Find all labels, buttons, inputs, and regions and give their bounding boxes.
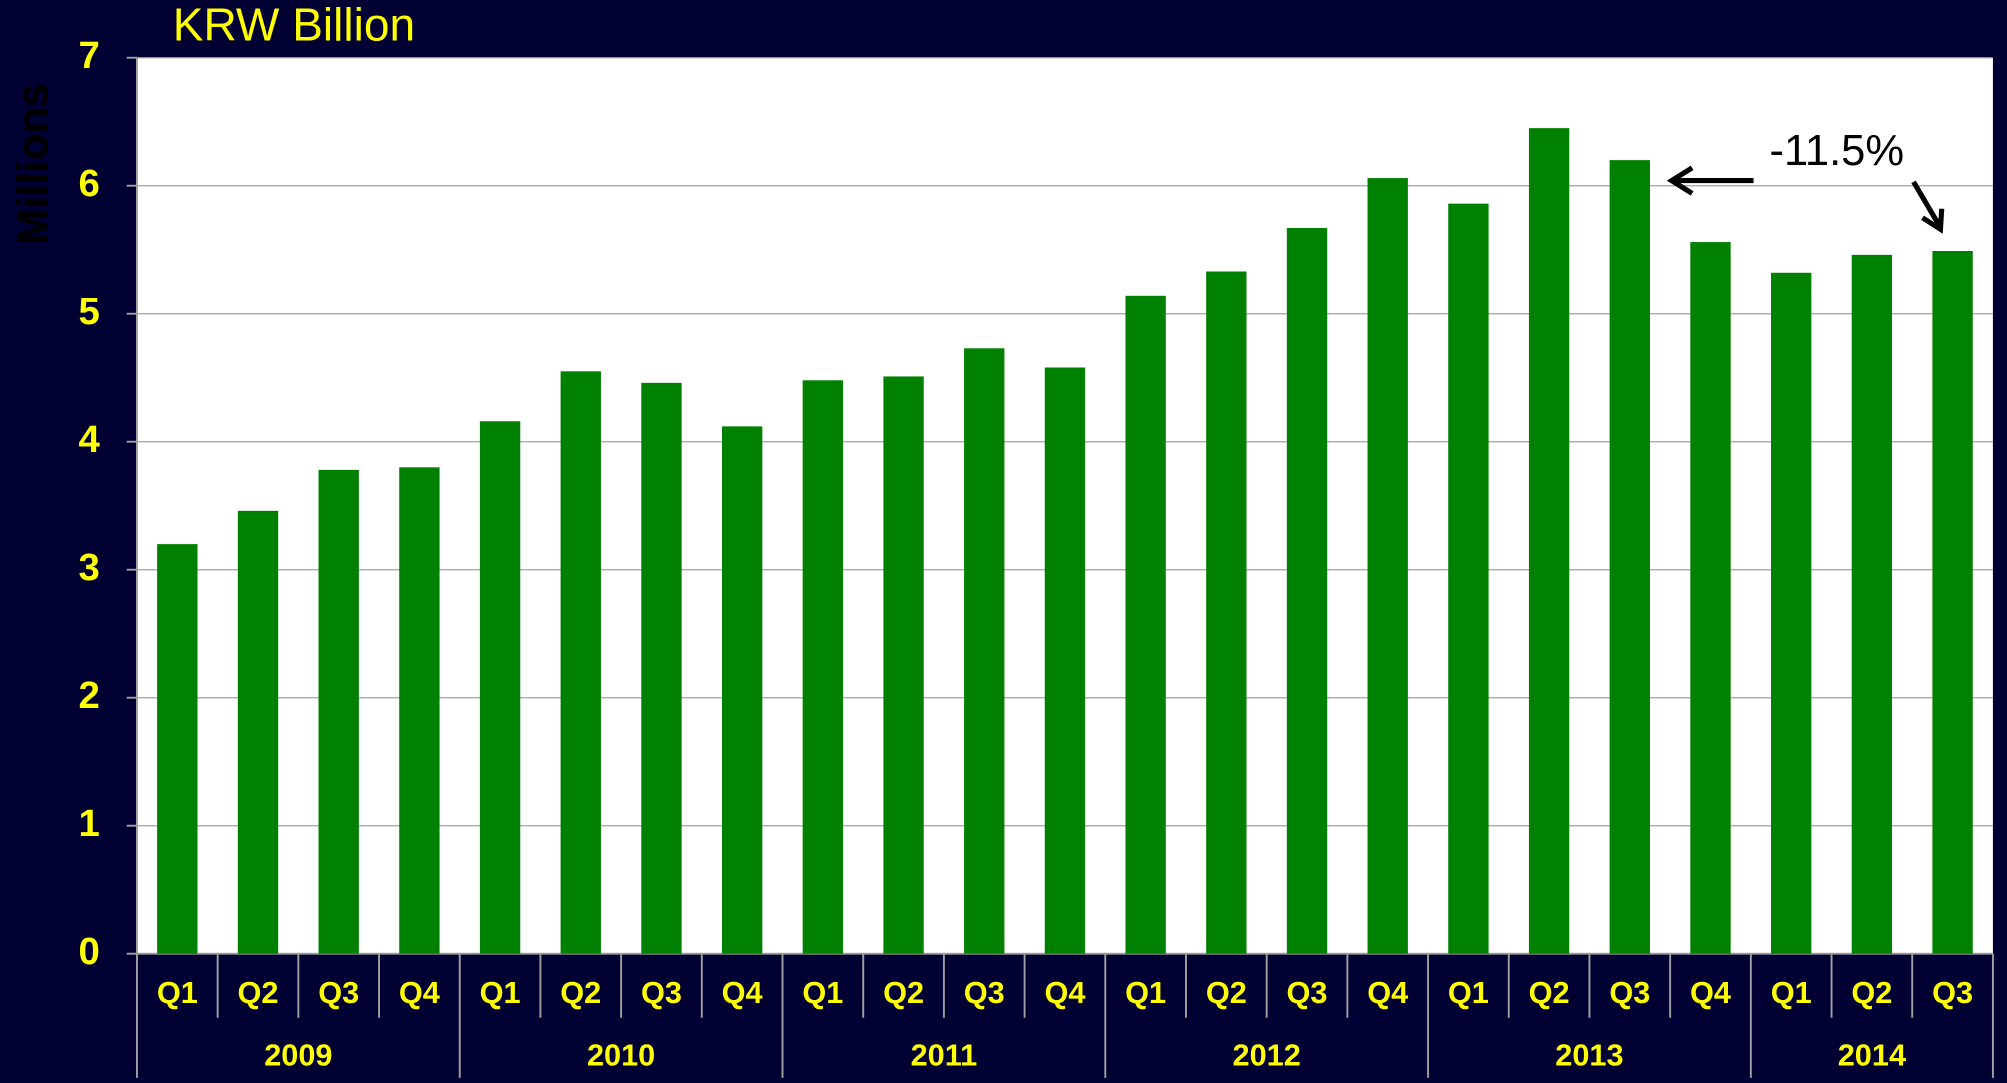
bar	[237, 510, 279, 954]
bar	[157, 544, 198, 954]
x-tick-label: Q3	[964, 975, 1005, 1010]
y-tick-label: 4	[78, 418, 100, 461]
y-axis-label: Millions	[9, 83, 57, 245]
x-tick-label: Q1	[1448, 975, 1489, 1010]
bar	[1851, 254, 1893, 954]
y-tick-label: 5	[78, 290, 99, 333]
bar	[318, 469, 359, 954]
bar	[721, 426, 763, 954]
x-tick-label: Q3	[1609, 975, 1650, 1010]
x-tick-label: Q2	[1529, 975, 1570, 1010]
y-tick-label: 1	[78, 802, 99, 845]
x-tick-label: Q4	[1367, 975, 1408, 1010]
x-tick-label: Q2	[238, 975, 279, 1010]
bar	[1771, 272, 1812, 954]
bar	[479, 421, 521, 954]
bar	[1528, 128, 1570, 954]
arrow-head	[1921, 208, 1945, 234]
x-tick-label: Q1	[1771, 975, 1812, 1010]
group-label: 2009	[264, 1037, 332, 1072]
bar	[1609, 160, 1650, 954]
x-tick-label: Q1	[802, 975, 843, 1010]
x-tick-label: Q4	[1690, 975, 1731, 1010]
x-tick-label: Q3	[1932, 975, 1973, 1010]
x-tick-label: Q1	[157, 975, 198, 1010]
group-label: 2011	[911, 1037, 978, 1072]
x-tick-label: Q2	[560, 975, 601, 1010]
bar	[964, 348, 1005, 954]
bar	[1206, 271, 1247, 954]
bar	[399, 467, 440, 954]
y-tick-label: 7	[78, 34, 99, 77]
bar	[1367, 178, 1408, 954]
group-label: 2012	[1233, 1037, 1301, 1072]
group-label: 2014	[1838, 1037, 1906, 1072]
bar	[883, 376, 924, 954]
y-tick-label: 6	[78, 162, 99, 205]
marks: 0 1 2 3 4 5 6 7 Q1 Q2 Q3 Q4 2009 Q1 Q2 Q3 Q4 2010 Q1 Q2 Q3 Q4…	[78, 34, 1994, 1078]
x-tick-label: Q1	[480, 975, 521, 1010]
x-tick-label: Q2	[1851, 975, 1892, 1010]
arrow	[1911, 180, 1942, 227]
y-tick-label: 3	[78, 546, 99, 589]
bar	[1690, 242, 1731, 954]
x-tick-label: Q2	[1206, 975, 1247, 1010]
x-tick-label: Q2	[883, 975, 924, 1010]
bar	[1286, 227, 1328, 954]
group-label: 2010	[587, 1037, 655, 1072]
x-tick-label: Q1	[1125, 975, 1166, 1010]
bar	[560, 371, 601, 954]
chart-title: KRW Billion	[173, 0, 415, 50]
y-tick-label: 2	[78, 674, 99, 717]
bar	[641, 382, 682, 954]
bar	[802, 380, 844, 954]
x-tick-label: Q3	[641, 975, 682, 1010]
bar	[1932, 251, 1973, 954]
x-tick-label: Q4	[722, 975, 763, 1010]
annotation: -11.5%	[1769, 127, 1904, 175]
group-label: 2013	[1555, 1037, 1623, 1072]
x-tick-label: Q4	[1044, 975, 1085, 1010]
bar	[1125, 295, 1166, 954]
bar	[1448, 203, 1489, 954]
arrow-head	[1666, 165, 1694, 196]
x-tick-label: Q3	[318, 975, 359, 1010]
annotation-arrows	[1666, 165, 1945, 234]
bar	[1044, 367, 1086, 954]
x-tick-label: Q3	[1287, 975, 1328, 1010]
y-tick-label: 0	[78, 930, 99, 973]
x-tick-label: Q4	[399, 975, 440, 1010]
